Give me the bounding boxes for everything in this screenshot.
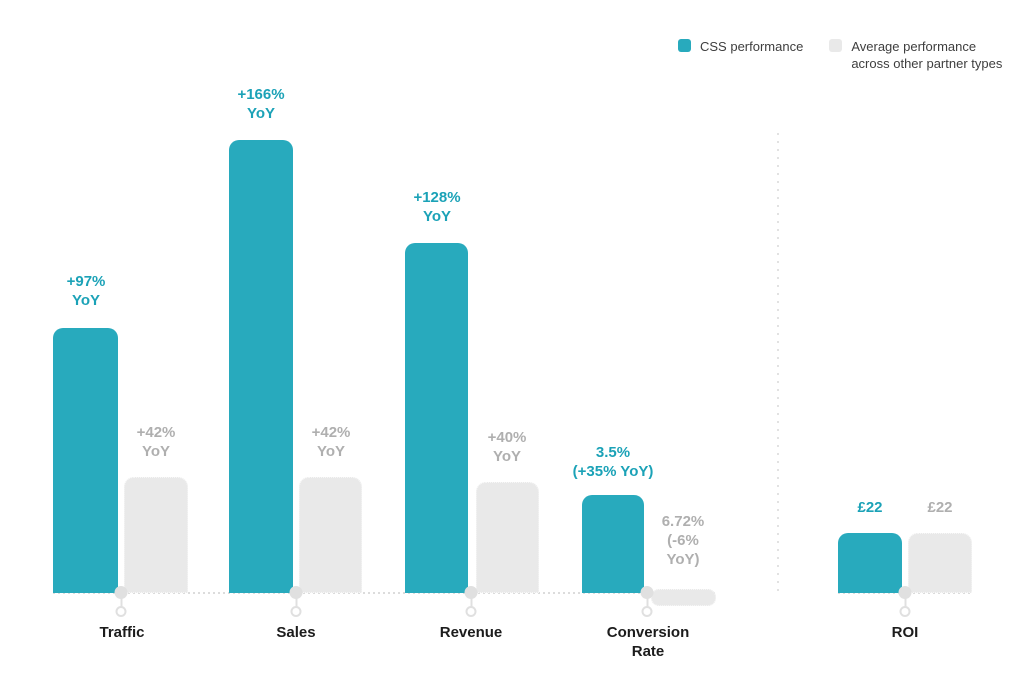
- marker-dot-icon: [114, 586, 128, 599]
- x-axis-baseline: [53, 592, 716, 594]
- avg-value-label-conversion-rate: 6.72% (-6% YoY): [661, 513, 705, 568]
- legend-item-average-performance: Average performance across other partner…: [829, 38, 1002, 72]
- legend-swatch-css-icon: [678, 39, 691, 52]
- axis-marker-roi: [898, 586, 912, 617]
- css-value-label-roi: £22: [857, 499, 883, 516]
- bar-css-sales: [229, 140, 293, 593]
- marker-ring-icon: [465, 606, 477, 617]
- bar-avg-traffic: [124, 477, 188, 593]
- bar-avg-sales: [299, 477, 362, 593]
- axis-marker-traffic: [114, 586, 128, 617]
- css-value-label-traffic: +97% YoY: [66, 273, 106, 309]
- marker-stem: [470, 598, 472, 607]
- marker-dot-icon: [898, 586, 912, 599]
- bar-avg-conversion-rate-negative: [651, 589, 716, 606]
- legend-swatch-average-icon: [829, 39, 843, 52]
- bar-css-roi: [838, 533, 902, 593]
- marker-ring-icon: [115, 606, 127, 617]
- category-label-conversion-rate: Conversion Rate: [606, 624, 690, 660]
- avg-value-label-roi: £22: [927, 499, 953, 516]
- category-label-traffic: Traffic: [99, 624, 145, 641]
- css-value-label-revenue: +128% YoY: [413, 189, 461, 225]
- marker-ring-icon: [641, 606, 653, 617]
- avg-value-label-sales: +42% YoY: [311, 424, 351, 460]
- avg-value-label-revenue: +40% YoY: [487, 429, 527, 465]
- marker-stem: [646, 598, 648, 607]
- marker-stem: [904, 598, 906, 607]
- category-label-revenue: Revenue: [439, 624, 503, 641]
- marker-stem: [120, 598, 122, 607]
- axis-marker-revenue: [464, 586, 478, 617]
- bar-avg-roi: [908, 533, 972, 593]
- category-label-sales: Sales: [276, 624, 316, 641]
- category-label-roi: ROI: [891, 624, 919, 641]
- bar-css-conversion-rate: [582, 495, 644, 593]
- css-value-label-conversion-rate: 3.5% (+35% YoY): [572, 444, 654, 480]
- legend-label-average: Average performance across other partner…: [851, 39, 1003, 71]
- marker-dot-icon: [289, 586, 303, 599]
- dotted-divider: [777, 133, 779, 592]
- bar-css-revenue: [405, 243, 468, 593]
- marker-ring-icon: [899, 606, 911, 617]
- marker-stem: [295, 598, 297, 607]
- marker-dot-icon: [640, 586, 654, 599]
- bar-css-traffic: [53, 328, 118, 593]
- marker-dot-icon: [464, 586, 478, 599]
- legend-item-css-performance: CSS performance: [678, 38, 803, 72]
- axis-marker-conversion-rate: [640, 586, 654, 617]
- axis-marker-sales: [289, 586, 303, 617]
- legend: CSS performance Average performance acro…: [678, 38, 1002, 72]
- marker-ring-icon: [290, 606, 302, 617]
- css-value-label-sales: +166% YoY: [237, 86, 285, 122]
- avg-value-label-traffic: +42% YoY: [136, 424, 176, 460]
- legend-label-css: CSS performance: [700, 39, 804, 54]
- bar-avg-revenue: [476, 482, 539, 593]
